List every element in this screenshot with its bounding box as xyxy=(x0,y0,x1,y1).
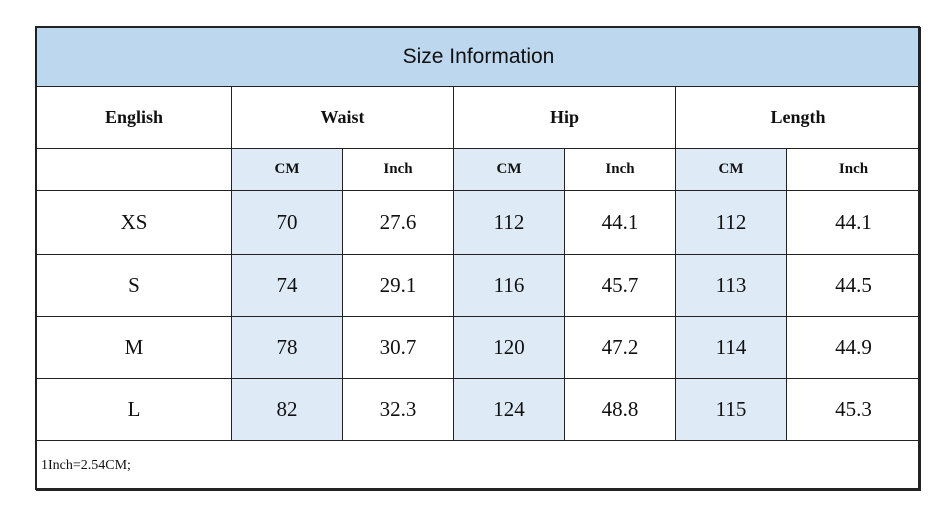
measurement: 27.6 xyxy=(342,190,454,255)
measurement: 30.7 xyxy=(342,316,454,379)
measurement: 45.3 xyxy=(786,378,921,441)
size-label: XS xyxy=(36,190,232,255)
measurement: 44.9 xyxy=(786,316,921,379)
measurement: 44.1 xyxy=(786,190,921,255)
size-label: L xyxy=(36,378,232,441)
measurement: 124 xyxy=(453,378,565,441)
footnote: 1Inch=2.54CM; xyxy=(36,440,921,491)
measurement: 44.1 xyxy=(564,190,676,255)
measurement: 113 xyxy=(675,254,787,317)
measurement: 115 xyxy=(675,378,787,441)
measurement: 32.3 xyxy=(342,378,454,441)
measurement: 70 xyxy=(231,190,343,255)
measurement: 112 xyxy=(675,190,787,255)
unit-header: Inch xyxy=(786,148,921,191)
measurement: 47.2 xyxy=(564,316,676,379)
unit-header: CM xyxy=(453,148,565,191)
unit-header: Inch xyxy=(342,148,454,191)
column-header: English xyxy=(36,86,232,149)
measurement: 82 xyxy=(231,378,343,441)
unit-header: Inch xyxy=(564,148,676,191)
column-header: Length xyxy=(675,86,921,149)
unit-header: CM xyxy=(231,148,343,191)
size-label: M xyxy=(36,316,232,379)
size-label: S xyxy=(36,254,232,317)
unit-header: CM xyxy=(675,148,787,191)
column-header: Hip xyxy=(453,86,676,149)
measurement: 114 xyxy=(675,316,787,379)
column-header: Waist xyxy=(231,86,454,149)
measurement: 44.5 xyxy=(786,254,921,317)
measurement: 120 xyxy=(453,316,565,379)
empty-cell xyxy=(36,148,232,191)
measurement: 78 xyxy=(231,316,343,379)
measurement: 74 xyxy=(231,254,343,317)
measurement: 48.8 xyxy=(564,378,676,441)
measurement: 112 xyxy=(453,190,565,255)
table-title: Size Information xyxy=(36,27,921,87)
measurement: 116 xyxy=(453,254,565,317)
measurement: 45.7 xyxy=(564,254,676,317)
measurement: 29.1 xyxy=(342,254,454,317)
